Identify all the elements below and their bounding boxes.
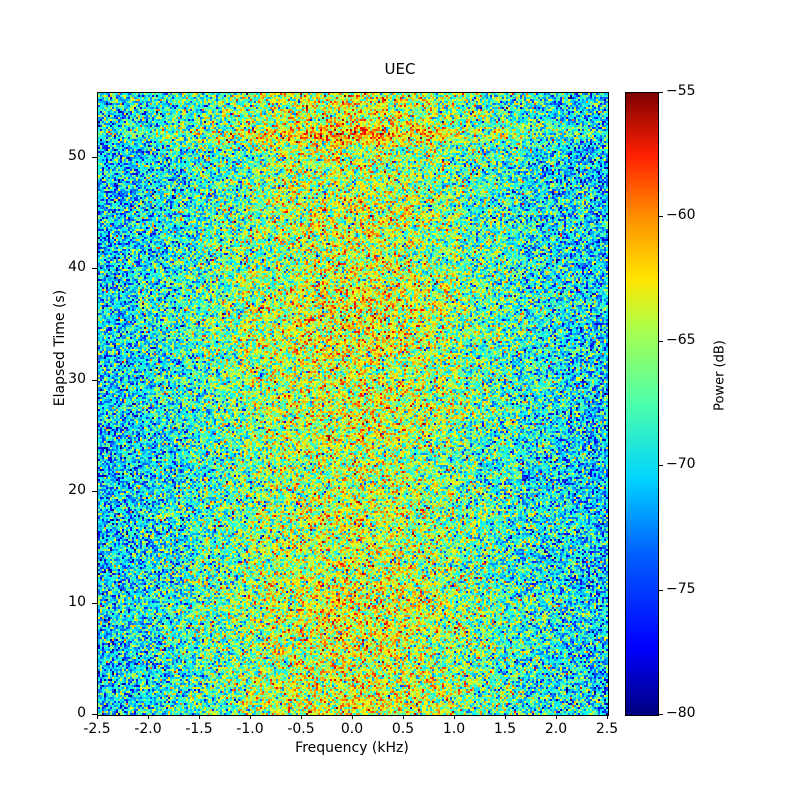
y-tick-label: 20 [68, 482, 86, 499]
y-tick-label: 40 [68, 259, 86, 276]
x-tick-mark [556, 715, 557, 719]
x-tick-label: 2.0 [544, 721, 568, 737]
colorbar-tick-mark [658, 714, 663, 715]
y-tick-mark [92, 714, 97, 715]
y-tick-label: 30 [68, 370, 86, 387]
x-tick-label: 0.0 [340, 721, 364, 737]
spectrogram-plot-area[interactable] [97, 92, 609, 716]
x-tick-label: 2.5 [595, 721, 619, 737]
x-tick-mark [505, 715, 506, 719]
y-tick-mark [92, 491, 97, 493]
x-tick-label: -2.0 [134, 721, 162, 737]
colorbar-tick-mark [658, 92, 663, 93]
x-axis-label: Frequency (kHz) [295, 740, 409, 756]
x-tick-mark [454, 715, 455, 719]
x-tick-label: 1.5 [493, 721, 517, 737]
colorbar-tick-mark [658, 216, 663, 218]
title-station-name: UEC [384, 60, 416, 78]
colorbar-tick-mark [658, 589, 663, 591]
colorbar-tick-label: −80 [666, 705, 696, 721]
x-tick-label: -2.5 [83, 721, 111, 737]
colorbar-tick-label: −70 [666, 456, 696, 473]
x-tick-mark [403, 715, 404, 719]
x-tick-mark [301, 715, 302, 719]
y-axis-label: Elapsed Time (s) [52, 289, 68, 407]
x-tick-mark [97, 715, 98, 719]
x-tick-label: 0.5 [391, 721, 415, 737]
colorbar-tick-label: −55 [666, 83, 696, 99]
y-tick-label: 10 [68, 593, 86, 610]
colorbar-tick-label: −60 [666, 207, 696, 224]
x-tick-mark [199, 715, 200, 719]
colorbar-gradient [626, 93, 658, 715]
colorbar-tick-label: −65 [666, 331, 696, 348]
x-tick-label: -1.5 [185, 721, 213, 737]
x-tick-mark [352, 715, 353, 719]
y-tick-mark [92, 268, 97, 270]
colorbar-label: Power (dB) [712, 340, 728, 411]
colorbar[interactable] [625, 92, 659, 716]
x-tick-mark [607, 715, 608, 719]
x-tick-label: 1.0 [442, 721, 466, 737]
spectrogram-image[interactable] [98, 93, 608, 715]
colorbar-tick-label: −75 [666, 580, 696, 597]
y-tick-label: 0 [77, 705, 86, 721]
colorbar-tick-mark [658, 465, 663, 467]
y-tick-label: 50 [68, 147, 86, 164]
y-tick-mark [92, 379, 97, 381]
x-tick-mark [250, 715, 251, 719]
x-tick-label: -0.5 [287, 721, 315, 737]
colorbar-tick-mark [658, 340, 663, 342]
y-tick-mark [92, 602, 97, 604]
y-tick-mark [92, 156, 97, 158]
x-tick-label: -1.0 [236, 721, 264, 737]
x-tick-mark [148, 715, 149, 719]
